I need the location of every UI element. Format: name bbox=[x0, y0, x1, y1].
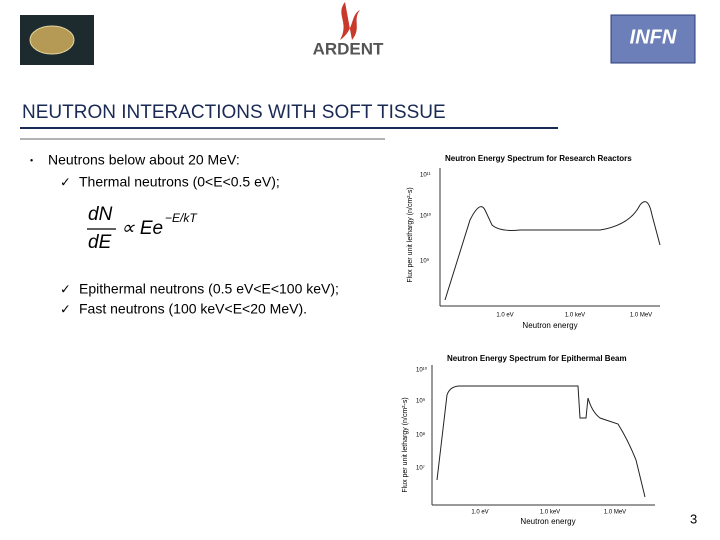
sub-bullet-text: Fast neutrons (100 keV<E<20 MeV). bbox=[79, 301, 307, 317]
figure: Neutron Energy Spectrum for Research Rea… bbox=[407, 154, 661, 330]
x-label: Neutron energy bbox=[520, 517, 575, 526]
x-tick-label: 1.0 eV bbox=[496, 313, 513, 319]
formula-exponent: −E/kT bbox=[165, 211, 198, 225]
check-marker: ✓ bbox=[60, 301, 71, 316]
formula-relation: ∝ Ee bbox=[121, 218, 163, 239]
bullet-text: Neutrons below about 20 MeV: bbox=[48, 152, 240, 168]
x-tick-label: 1.0 MeV bbox=[630, 313, 652, 319]
logo-right bbox=[610, 14, 696, 64]
y-tick-label: 10⁷ bbox=[416, 465, 425, 472]
bullet-marker: • bbox=[30, 155, 33, 165]
y-label: Flux per unit lethargy (n/cm²-s) bbox=[402, 397, 409, 492]
sub-bullet-text: Thermal neutrons (0<E<0.5 eV); bbox=[79, 174, 280, 190]
logo-left-emblem bbox=[29, 25, 75, 55]
y-tick-label: 10¹¹ bbox=[420, 173, 431, 179]
check-marker: ✓ bbox=[60, 174, 71, 189]
slide-title: NEUTRON INTERACTIONS WITH SOFT TISSUE bbox=[22, 102, 446, 123]
figure: Neutron Energy Spectrum for Epithermal B… bbox=[402, 354, 655, 526]
page-number: 3 bbox=[690, 511, 697, 526]
y-tick-label: 10¹⁰ bbox=[420, 213, 432, 220]
spectrum-curve bbox=[436, 385, 646, 498]
sub-bullet-text: Epithermal neutrons (0.5 eV<E<100 keV); bbox=[79, 281, 339, 297]
x-tick-label: 1.0 eV bbox=[471, 510, 488, 516]
spectrum-curve bbox=[444, 201, 661, 301]
x-tick-label: 1.0 keV bbox=[540, 510, 560, 516]
x-label: Neutron energy bbox=[522, 321, 577, 330]
logo-center-flame bbox=[340, 2, 360, 40]
logo-center-text: ARDENT bbox=[313, 39, 384, 58]
formula-numerator: dN bbox=[88, 204, 113, 225]
logo-right-text: INFN bbox=[630, 26, 677, 48]
check-marker: ✓ bbox=[60, 281, 71, 296]
formula-denominator: dE bbox=[88, 232, 112, 253]
x-tick-label: 1.0 keV bbox=[565, 313, 585, 319]
y-tick-label: 10⁹ bbox=[420, 258, 430, 265]
figure-title: Neutron Energy Spectrum for Research Rea… bbox=[445, 154, 632, 163]
y-tick-label: 10⁹ bbox=[416, 398, 426, 405]
y-label: Flux per unit lethargy (n/cm²-s) bbox=[407, 187, 414, 282]
y-tick-label: 10⁸ bbox=[416, 432, 426, 439]
x-tick-label: 1.0 MeV bbox=[604, 510, 626, 516]
figure-title: Neutron Energy Spectrum for Epithermal B… bbox=[447, 354, 627, 363]
y-tick-label: 10¹⁰ bbox=[416, 367, 428, 374]
